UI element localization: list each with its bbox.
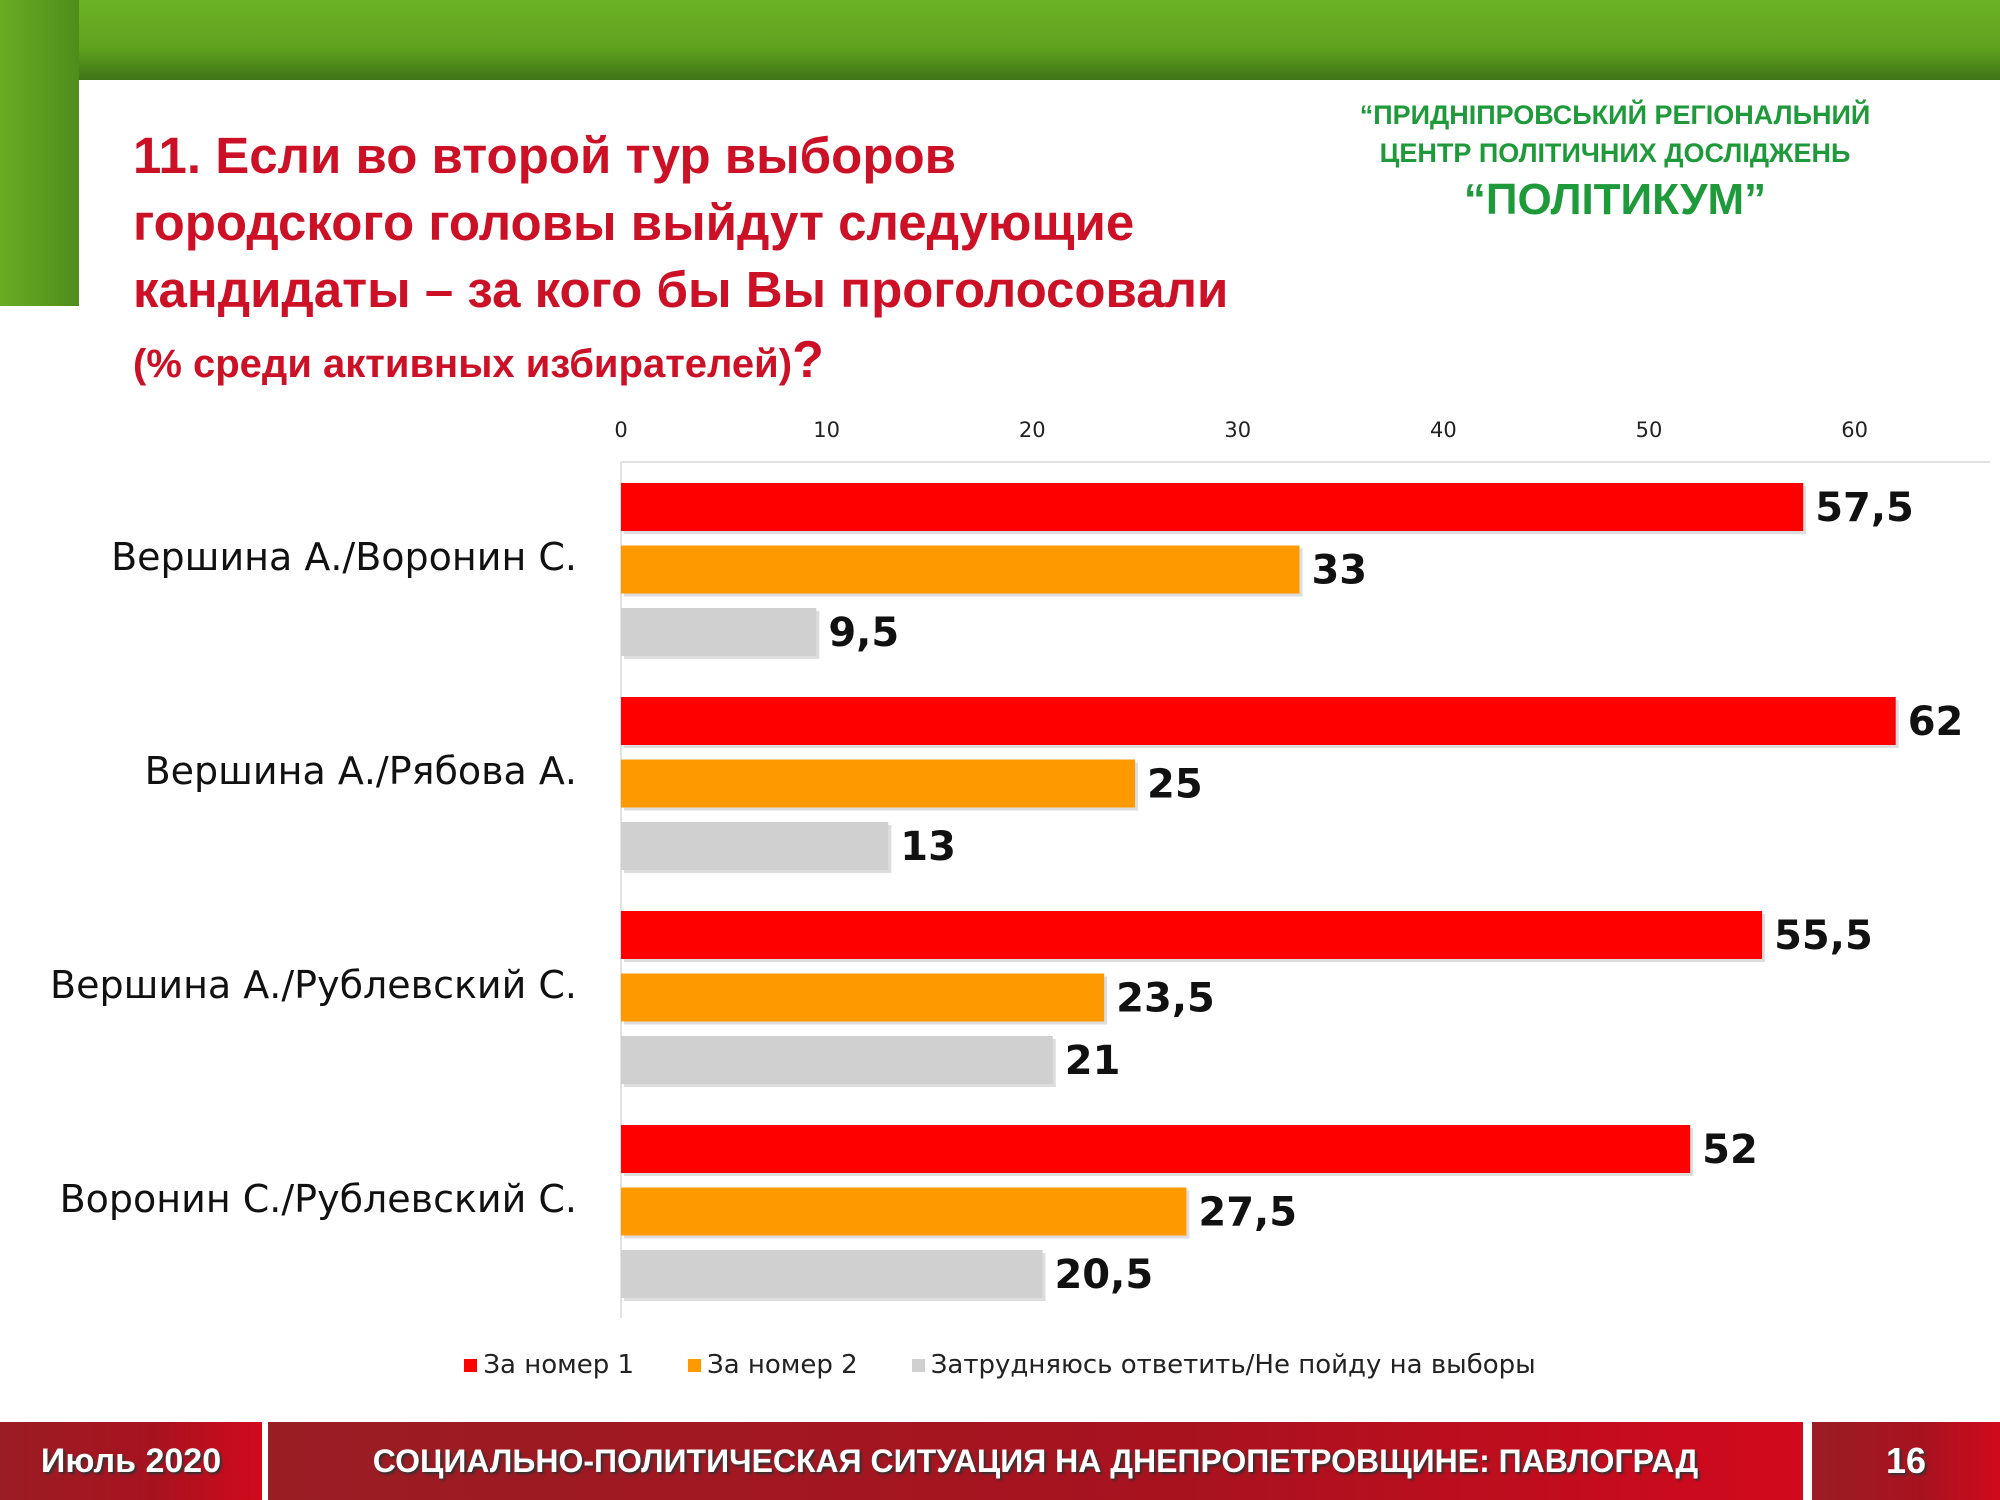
- x-tick-label: 60: [1841, 418, 1868, 442]
- data-label: 27,5: [1198, 1190, 1297, 1236]
- footer-date: Июль 2020: [0, 1422, 262, 1500]
- title-line: 11. Если во второй тур выборов: [133, 127, 956, 184]
- bar: [621, 697, 1896, 745]
- data-label: 52: [1702, 1127, 1758, 1173]
- x-tick-label: 50: [1636, 418, 1663, 442]
- question-mark: ?: [792, 331, 824, 389]
- bar: [621, 1187, 1187, 1236]
- bar: [621, 608, 817, 656]
- data-label: 33: [1311, 548, 1367, 594]
- subtitle-text: (% среди активных избирателей): [133, 342, 793, 386]
- bar: [621, 822, 889, 870]
- legend-item: За номер 2: [688, 1350, 858, 1380]
- bar: [621, 545, 1300, 594]
- legend-item: Затрудняюсь ответить/Не пойду на выборы: [911, 1350, 1536, 1380]
- category-label: Вершина А./Воронин С.: [111, 535, 577, 579]
- chart-legend: За номер 1 За номер 2 Затрудняюсь ответи…: [0, 1350, 2000, 1380]
- bar: [621, 1125, 1691, 1173]
- bar: [621, 759, 1135, 808]
- bar-chart: 0 10 20 30 40 50 60 Вершина А./Воронин С. 57,5 33…: [50, 418, 1990, 1318]
- bar: [621, 1036, 1053, 1084]
- data-label: 13: [900, 824, 956, 870]
- slide-title: 11. Если во второй тур выборов городског…: [133, 122, 1228, 323]
- data-label: 25: [1147, 762, 1203, 808]
- category-label: Вершина А./Рублевский С.: [50, 963, 577, 1007]
- org-logo-text: “ПРИДНІПРОВСЬКИЙ РЕГІОНАЛЬНИЙ ЦЕНТР ПОЛІ…: [1300, 96, 1930, 228]
- data-label: 23,5: [1116, 976, 1215, 1022]
- legend-swatch-gray: [911, 1358, 925, 1372]
- data-label: 62: [1908, 699, 1964, 745]
- data-label: 57,5: [1815, 485, 1914, 531]
- category-label: Вершина А./Рябова А.: [145, 749, 577, 793]
- title-line: кандидаты – за кого бы Вы проголосовали: [133, 261, 1229, 318]
- x-tick-label: 40: [1430, 418, 1457, 442]
- org-line-1: “ПРИДНІПРОВСЬКИЙ РЕГІОНАЛЬНИЙ: [1359, 100, 1871, 130]
- title-line: городского головы выйдут следующие: [133, 194, 1135, 251]
- footer-title: СОЦИАЛЬНО-ПОЛИТИЧЕСКАЯ СИТУАЦИЯ НА ДНЕПР…: [268, 1422, 1803, 1500]
- x-tick-label: 30: [1224, 418, 1251, 442]
- legend-label: Затрудняюсь ответить/Не пойду на выборы: [930, 1350, 1536, 1380]
- x-tick-label: 20: [1019, 418, 1046, 442]
- top-band: [0, 0, 2000, 80]
- legend-swatch-red: [464, 1358, 478, 1372]
- data-label: 9,5: [828, 610, 899, 656]
- bar: [621, 911, 1763, 959]
- legend-swatch-orange: [688, 1358, 702, 1372]
- data-label: 21: [1065, 1038, 1121, 1084]
- legend-item: За номер 1: [464, 1350, 634, 1380]
- slide-subtitle: (% среди активных избирателей)?: [133, 330, 824, 390]
- bar: [621, 973, 1105, 1022]
- bar: [621, 483, 1804, 531]
- data-label: 55,5: [1774, 913, 1873, 959]
- org-line-2: ЦЕНТР ПОЛІТИЧНИХ ДОСЛІДЖЕНЬ: [1379, 138, 1851, 168]
- x-tick-label: 10: [813, 418, 840, 442]
- data-label: 20,5: [1054, 1252, 1153, 1298]
- footer-page-number: 16: [1812, 1422, 2000, 1500]
- legend-label: За номер 1: [483, 1350, 635, 1380]
- bar: [621, 1250, 1043, 1298]
- org-name: “ПОЛІТИКУМ”: [1463, 175, 1767, 224]
- category-label: Воронин С./Рублевский С.: [60, 1177, 577, 1221]
- legend-label: За номер 2: [707, 1350, 858, 1380]
- left-band: [0, 0, 79, 306]
- x-tick-label: 0: [614, 418, 627, 442]
